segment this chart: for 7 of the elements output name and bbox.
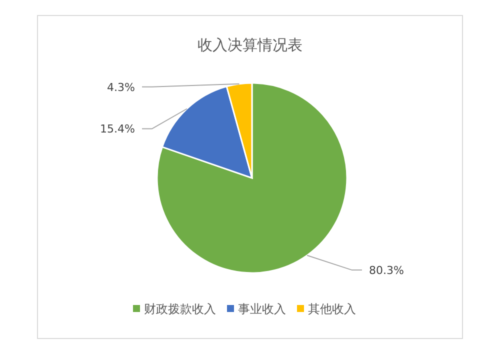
chart-title: 收入决算情况表 [198,36,302,54]
legend-label: 事业收入 [238,302,286,316]
legend-label: 财政拨款收入 [144,302,216,316]
legend-label: 其他收入 [308,302,356,316]
data-label: 4.3% [107,80,135,94]
data-label: 80.3% [369,264,404,278]
data-label: 15.4% [100,122,135,136]
